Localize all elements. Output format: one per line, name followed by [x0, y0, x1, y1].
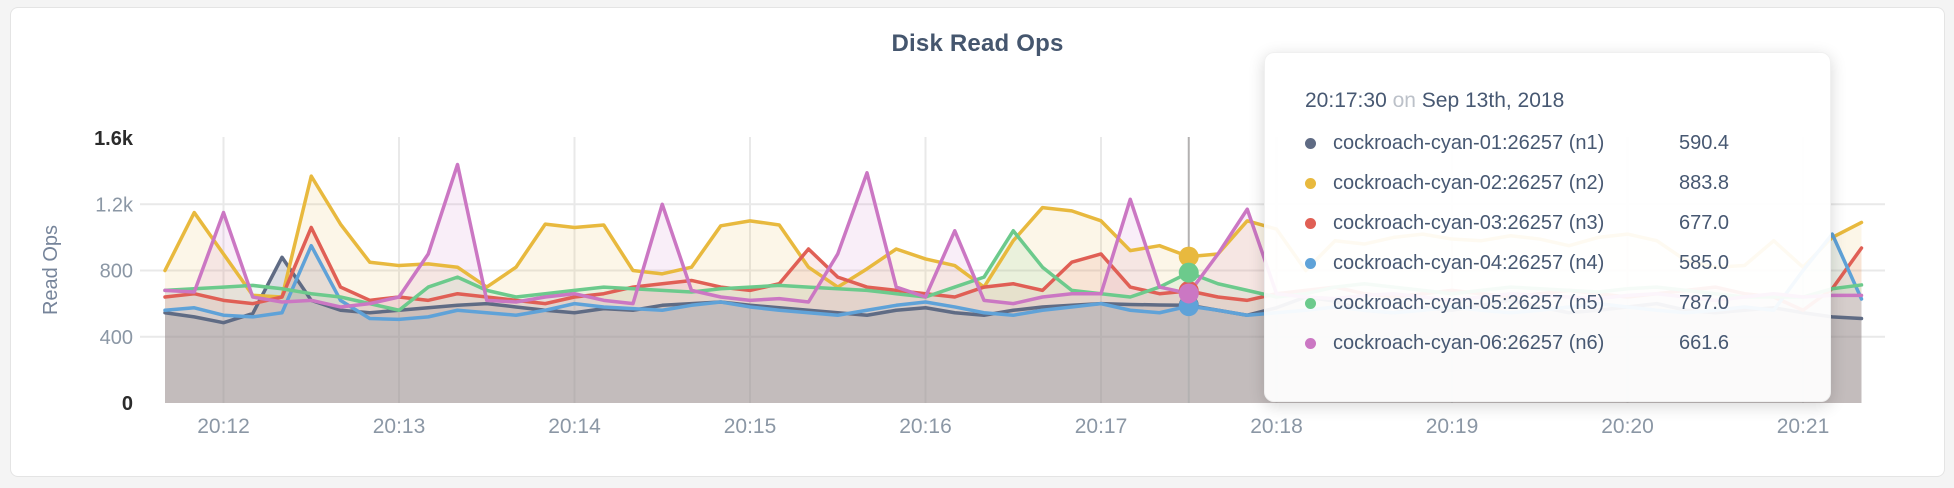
series-name: cockroach-cyan-01:26257 (n1) [1333, 131, 1605, 154]
x-axis-tick-label: 20:19 [1426, 415, 1479, 438]
x-axis-tick-label: 20:15 [724, 415, 777, 438]
series-name: cockroach-cyan-06:26257 (n6) [1333, 331, 1605, 354]
tooltip-date: Sep 13th, 2018 [1421, 89, 1565, 112]
x-axis-tick-label: 20:20 [1601, 415, 1654, 438]
tooltip-row: cockroach-cyan-02:26257 (n2) 883.8 [1305, 163, 1830, 203]
series-name: cockroach-cyan-02:26257 (n2) [1333, 171, 1605, 194]
hover-dot-n2 [1178, 246, 1199, 267]
chart-title: Disk Read Ops [891, 30, 1064, 57]
hover-dot-n5 [1178, 262, 1199, 283]
y-axis-tick-label: 1.6k [94, 128, 134, 150]
tooltip-row: cockroach-cyan-06:26257 (n6) 661.6 [1305, 323, 1830, 363]
tooltip-timestamp: 20:17:30 on Sep 13th, 2018 [1305, 87, 1830, 115]
y-axis-tick-label: 0 [122, 393, 133, 415]
y-axis-tick-label: 400 [100, 327, 133, 349]
chart-tooltip: 20:17:30 on Sep 13th, 2018 cockroach-cya… [1264, 52, 1831, 402]
hover-dot-n6 [1178, 283, 1199, 304]
series-value: 787.0 [1679, 291, 1730, 314]
series-value: 590.4 [1679, 131, 1730, 154]
x-axis-tick-label: 20:14 [548, 415, 601, 438]
x-axis-tick-label: 20:18 [1250, 415, 1303, 438]
y-axis-label: Read Ops [40, 225, 62, 315]
y-axis-tick-label: 1.2k [95, 194, 134, 216]
series-value: 677.0 [1679, 211, 1730, 234]
series-dot-icon [1305, 137, 1316, 149]
series-dot-icon [1305, 337, 1316, 349]
series-name: cockroach-cyan-04:26257 (n4) [1333, 251, 1605, 274]
series-dot-icon [1305, 177, 1316, 189]
tooltip-rows: cockroach-cyan-01:26257 (n1) 590.4 cockroa… [1305, 123, 1830, 363]
x-axis-tick-label: 20:21 [1777, 415, 1830, 438]
tooltip-row: cockroach-cyan-01:26257 (n1) 590.4 [1305, 123, 1830, 163]
series-dot-icon [1305, 217, 1316, 229]
series-value: 883.8 [1679, 171, 1730, 194]
x-axis-tick-label: 20:13 [373, 415, 426, 438]
tooltip-row: cockroach-cyan-04:26257 (n4) 585.0 [1305, 243, 1830, 283]
series-dot-icon [1305, 297, 1316, 309]
x-axis-tick-label: 20:17 [1075, 415, 1128, 438]
x-axis-tick-label: 20:16 [899, 415, 952, 438]
tooltip-conjunction: on [1392, 89, 1416, 112]
series-dot-icon [1305, 257, 1316, 269]
tooltip-row: cockroach-cyan-03:26257 (n3) 677.0 [1305, 203, 1830, 243]
y-axis-tick-label: 800 [100, 261, 133, 283]
series-value: 585.0 [1679, 251, 1730, 274]
series-value: 661.6 [1679, 331, 1730, 354]
tooltip-time: 20:17:30 [1305, 89, 1387, 112]
x-axis-tick-label: 20:12 [197, 415, 250, 438]
series-name: cockroach-cyan-05:26257 (n5) [1333, 291, 1605, 314]
series-name: cockroach-cyan-03:26257 (n3) [1333, 211, 1605, 234]
tooltip-row: cockroach-cyan-05:26257 (n5) 787.0 [1305, 283, 1830, 323]
